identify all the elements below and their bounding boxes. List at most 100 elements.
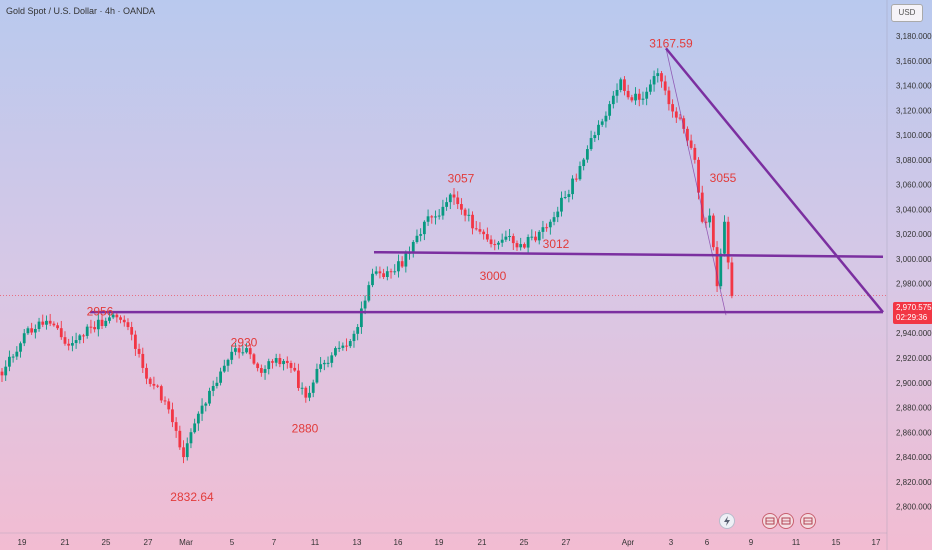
candle bbox=[26, 326, 30, 335]
candle-body bbox=[652, 76, 656, 85]
candle-body bbox=[297, 370, 300, 388]
candle bbox=[222, 359, 226, 373]
candle-body bbox=[322, 362, 326, 365]
candle-body bbox=[693, 147, 697, 160]
candle-body bbox=[585, 149, 589, 160]
candle bbox=[515, 240, 519, 251]
candle bbox=[174, 417, 178, 438]
candle-body bbox=[122, 319, 126, 323]
candle bbox=[508, 228, 511, 242]
candle-body bbox=[608, 104, 612, 116]
candle bbox=[434, 210, 437, 225]
candle-body bbox=[148, 378, 152, 384]
candle-body bbox=[686, 128, 689, 141]
candle-body bbox=[619, 79, 623, 90]
candle bbox=[608, 100, 612, 120]
candle bbox=[45, 315, 48, 330]
candle-body bbox=[267, 361, 271, 370]
candle bbox=[382, 268, 386, 280]
x-tick-label: 15 bbox=[832, 538, 841, 547]
candle bbox=[637, 88, 641, 107]
candle bbox=[89, 319, 93, 334]
candle bbox=[682, 115, 686, 134]
candle bbox=[282, 359, 285, 371]
candle bbox=[345, 338, 348, 352]
candle bbox=[604, 111, 608, 128]
candle bbox=[293, 362, 297, 372]
candle-body bbox=[133, 334, 137, 349]
candle bbox=[245, 343, 248, 354]
lightning-icon[interactable] bbox=[719, 513, 735, 529]
flag-icon[interactable] bbox=[800, 513, 816, 529]
candle bbox=[411, 240, 415, 258]
candle-body bbox=[352, 333, 356, 342]
candle-body bbox=[196, 413, 200, 424]
candle bbox=[393, 264, 397, 275]
annotation-label: 3057 bbox=[448, 171, 475, 185]
candle bbox=[548, 219, 552, 235]
candle bbox=[478, 222, 482, 235]
candle-body bbox=[22, 333, 26, 344]
candle-body bbox=[600, 121, 604, 125]
candle-body bbox=[667, 90, 671, 105]
y-tick-label: 3,080.000 bbox=[896, 156, 932, 165]
candle bbox=[456, 191, 460, 209]
y-tick-label: 3,060.000 bbox=[896, 181, 932, 190]
y-tick-label: 3,020.000 bbox=[896, 230, 932, 239]
candle-body bbox=[82, 335, 85, 337]
candle bbox=[11, 353, 15, 363]
candle-body bbox=[74, 340, 78, 344]
candle bbox=[263, 365, 267, 380]
candle bbox=[626, 84, 630, 100]
y-tick-label: 2,880.000 bbox=[896, 404, 932, 413]
flag-icon[interactable] bbox=[762, 513, 778, 529]
descending-trendline[interactable] bbox=[665, 47, 884, 313]
candle bbox=[59, 320, 63, 340]
candle bbox=[474, 220, 478, 231]
candle bbox=[504, 230, 508, 242]
candle-body bbox=[96, 319, 100, 330]
candle bbox=[389, 268, 393, 279]
y-tick-label: 2,900.000 bbox=[896, 379, 932, 388]
candle bbox=[674, 107, 678, 123]
candle bbox=[85, 324, 89, 339]
candle-body bbox=[460, 204, 463, 210]
candle-body bbox=[89, 326, 93, 328]
candle-body bbox=[285, 360, 289, 364]
candle-body bbox=[159, 386, 163, 401]
candle-body bbox=[193, 423, 197, 433]
candle-body bbox=[700, 192, 704, 222]
y-tick-label: 3,180.000 bbox=[896, 32, 932, 41]
x-tick-label: 13 bbox=[353, 538, 362, 547]
y-tick-label: 3,160.000 bbox=[896, 57, 932, 66]
candle bbox=[96, 314, 100, 337]
candle-body bbox=[167, 401, 171, 410]
candle bbox=[137, 343, 141, 358]
y-tick-label: 3,000.000 bbox=[896, 255, 932, 264]
candle bbox=[715, 241, 719, 292]
flag-icon[interactable] bbox=[778, 513, 794, 529]
candle bbox=[37, 317, 41, 332]
candle bbox=[419, 228, 423, 242]
candle bbox=[0, 368, 4, 383]
candle-body bbox=[178, 430, 182, 448]
resistance-line[interactable] bbox=[373, 250, 884, 258]
currency-button[interactable]: USD bbox=[891, 4, 923, 22]
candle-body bbox=[215, 382, 219, 386]
candle bbox=[397, 254, 400, 278]
candle bbox=[493, 239, 497, 251]
candle-body bbox=[593, 135, 597, 139]
candle bbox=[285, 356, 289, 369]
candle-body bbox=[308, 392, 311, 398]
candle bbox=[611, 91, 615, 109]
candle-body bbox=[611, 95, 615, 105]
candle-body bbox=[245, 348, 248, 353]
candle-body bbox=[641, 98, 645, 100]
candle bbox=[445, 197, 448, 211]
candle-body bbox=[63, 337, 67, 344]
candle-body bbox=[45, 320, 48, 325]
candle bbox=[652, 70, 656, 92]
candle bbox=[567, 189, 571, 203]
symbol-title: Gold Spot / U.S. Dollar · 4h · OANDA bbox=[6, 6, 156, 16]
